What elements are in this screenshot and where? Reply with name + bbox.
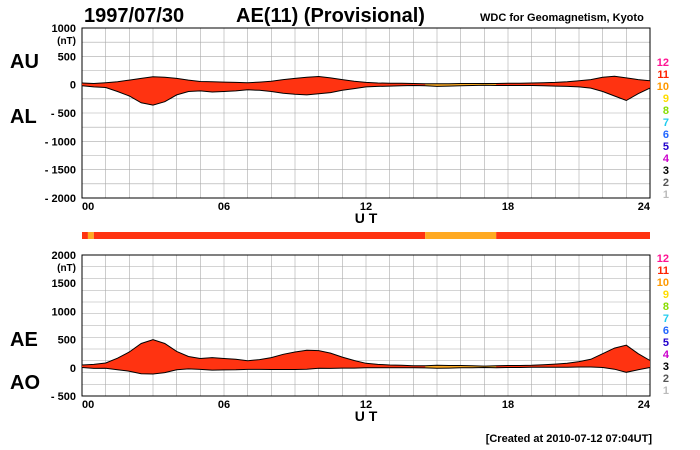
station-count-label: 7	[663, 313, 669, 325]
station-count-label: 1	[663, 189, 669, 201]
x-tick-label: 00	[82, 399, 94, 411]
index-label-lower: AL	[10, 106, 37, 128]
y-tick-label: 1500	[52, 278, 76, 290]
station-count-label: 5	[663, 337, 669, 349]
y-tick-label: - 500	[51, 108, 76, 120]
index-label-lower: AO	[10, 372, 40, 394]
station-bar-segment	[425, 232, 497, 239]
station-coverage-bar	[82, 232, 650, 239]
unit-label: (nT)	[57, 36, 76, 47]
y-tick-label: - 2000	[45, 193, 76, 205]
y-tick-label: 500	[58, 51, 76, 63]
series-area-fill	[82, 339, 650, 374]
y-tick-label: 0	[70, 80, 76, 92]
y-tick-label: - 1500	[45, 165, 76, 177]
x-axis-label: U T	[355, 408, 378, 424]
station-count-label: 8	[663, 301, 669, 313]
x-tick-label: 06	[218, 201, 230, 213]
y-tick-label: 1000	[52, 23, 76, 35]
plot-frame	[81, 254, 651, 397]
station-count-label: 7	[663, 117, 669, 129]
y-tick-label: 1000	[52, 306, 76, 318]
x-tick-label: 18	[502, 399, 514, 411]
station-bar-segment	[496, 232, 650, 239]
index-label-upper: AE	[10, 329, 38, 351]
station-count-label: 11	[657, 69, 669, 81]
station-count-label: 2	[663, 373, 669, 385]
station-count-label: 6	[663, 129, 669, 141]
chart-title: AE(11) (Provisional)	[236, 5, 425, 27]
x-axis-label: U T	[355, 210, 378, 226]
station-count-label: 12	[657, 253, 669, 265]
station-bar-segment	[87, 232, 94, 239]
plot-frame	[81, 27, 651, 199]
series-line-ae	[81, 339, 651, 367]
index-label-upper: AU	[10, 51, 39, 73]
chart-panel-1: 1000 500 0 - 500 - 1000 - 1500 - 2000 (nT) 00 06 1…	[10, 23, 670, 226]
date-title: 1997/07/30	[84, 5, 184, 27]
y-tick-label: 0	[70, 363, 76, 375]
station-count-label: 9	[663, 289, 669, 301]
station-count-label: 3	[663, 361, 669, 373]
station-count-label: 10	[657, 81, 669, 93]
series-line-ao	[81, 366, 651, 375]
y-tick-label: 2000	[52, 250, 76, 262]
station-count-label: 2	[663, 177, 669, 189]
station-count-label: 4	[663, 153, 670, 165]
series-line-al	[81, 84, 651, 106]
x-tick-label: 00	[82, 201, 94, 213]
x-tick-label: 24	[638, 201, 651, 213]
station-count-label: 9	[663, 93, 669, 105]
station-count-label: 3	[663, 165, 669, 177]
unit-label: (nT)	[57, 263, 76, 274]
station-count-label: 5	[663, 141, 669, 153]
station-count-label: 8	[663, 105, 669, 117]
source-label: WDC for Geomagnetism, Kyoto	[480, 12, 644, 24]
x-tick-label: 24	[638, 399, 651, 411]
station-bar-segment	[93, 232, 426, 239]
station-count-label: 11	[657, 265, 669, 277]
station-count-label: 10	[657, 277, 669, 289]
x-tick-label: 12	[360, 201, 372, 213]
series-line-au	[81, 75, 651, 85]
station-count-label: 4	[663, 349, 670, 361]
x-tick-label: 06	[218, 399, 230, 411]
y-tick-label: - 500	[51, 391, 76, 403]
station-count-label: 6	[663, 325, 669, 337]
created-label: [Created at 2010-07-12 07:04UT]	[486, 433, 653, 445]
station-bar-segment	[82, 232, 88, 239]
x-tick-label: 18	[502, 201, 514, 213]
station-count-label: 1	[663, 385, 669, 397]
y-tick-label: 500	[58, 335, 76, 347]
x-tick-label: 12	[360, 399, 372, 411]
station-count-label: 12	[657, 57, 669, 69]
y-tick-label: - 1000	[45, 136, 76, 148]
